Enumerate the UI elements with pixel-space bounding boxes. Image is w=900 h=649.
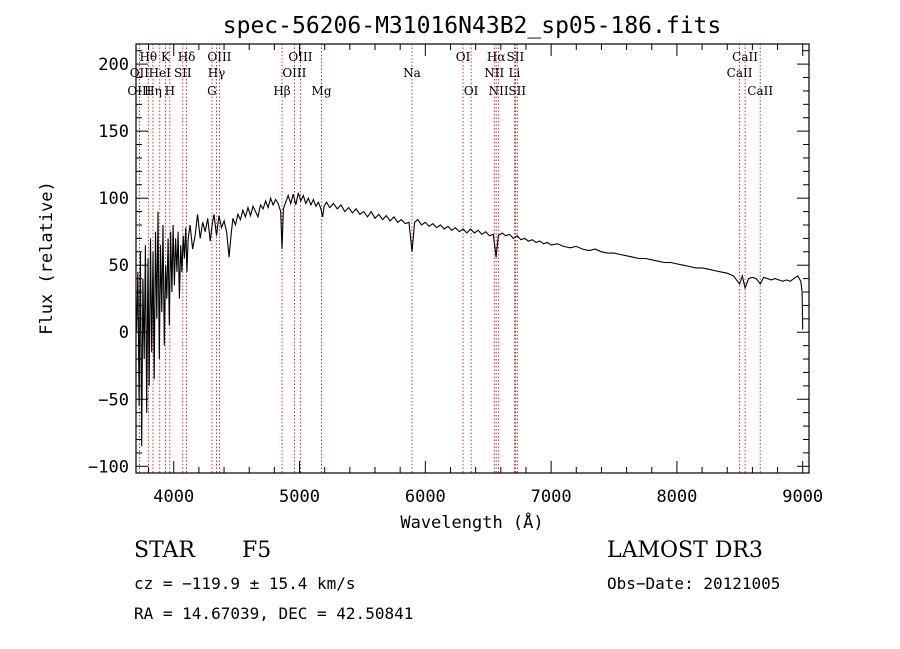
spectrum-line (136, 192, 804, 447)
y-axis-label: Flux (relative) (37, 181, 57, 335)
line-label: SII (174, 66, 192, 80)
line-label: NII (484, 66, 504, 80)
y-tick-label: 0 (119, 323, 129, 343)
x-tick-label: 5000 (279, 487, 320, 507)
y-tick-label: −100 (88, 457, 129, 477)
line-label: Na (403, 66, 421, 80)
line-label: Hθ (139, 50, 157, 64)
x-tick-label: 4000 (153, 487, 194, 507)
line-label: H (165, 84, 175, 98)
spectral-line-markers (138, 44, 761, 473)
x-tick-label: 9000 (782, 487, 823, 507)
y-tick-label: −50 (98, 390, 129, 410)
line-label: OIII (288, 50, 312, 64)
y-tick-label: 50 (109, 256, 129, 276)
x-axis: 4000 5000 6000 7000 8000 9000 (148, 44, 823, 507)
line-label: OI (464, 84, 479, 98)
line-label: Hγ (208, 66, 226, 80)
line-label: Li (508, 66, 520, 80)
y-tick-label: 200 (98, 55, 129, 75)
survey-name: LAMOST DR3 (607, 538, 763, 563)
chart-title: spec-56206-M31016N43B2_sp05-186.fits (223, 13, 722, 39)
line-label: CaII (747, 84, 773, 98)
object-class: STAR (134, 538, 195, 563)
x-axis-label: Wavelength (Å) (400, 511, 543, 533)
line-label: SII (507, 50, 525, 64)
line-label: Mg (312, 84, 332, 98)
line-label: Hη (144, 84, 162, 98)
x-tick-label: 6000 (405, 487, 446, 507)
line-label: CaII (732, 50, 758, 64)
object-subclass: F5 (242, 538, 272, 563)
redshift-velocity: cz = −119.9 ± 15.4 km/s (134, 574, 356, 593)
line-label: K (161, 50, 171, 64)
y-tick-label: 100 (98, 189, 129, 209)
line-label: Hδ (178, 50, 196, 64)
line-label: G (207, 84, 217, 98)
line-label: OI (456, 50, 471, 64)
line-label: NII (489, 84, 509, 98)
y-axis: −100 −50 0 50 100 150 200 (88, 50, 809, 477)
line-label: OIII (207, 50, 231, 64)
coordinates: RA = 14.67039, DEC = 42.50841 (134, 604, 414, 623)
line-label: OII (130, 66, 150, 80)
x-tick-label: 8000 (656, 487, 697, 507)
line-label: Hα (487, 50, 506, 64)
line-label: CaII (727, 66, 753, 80)
x-tick-label: 7000 (531, 487, 572, 507)
line-label: HeI (149, 66, 172, 80)
line-label: OIII (282, 66, 306, 80)
line-label: SII (508, 84, 526, 98)
observation-date: Obs−Date: 20121005 (607, 574, 781, 593)
line-label: Hβ (273, 84, 290, 98)
plot-frame (135, 43, 810, 474)
y-tick-label: 150 (98, 122, 129, 142)
